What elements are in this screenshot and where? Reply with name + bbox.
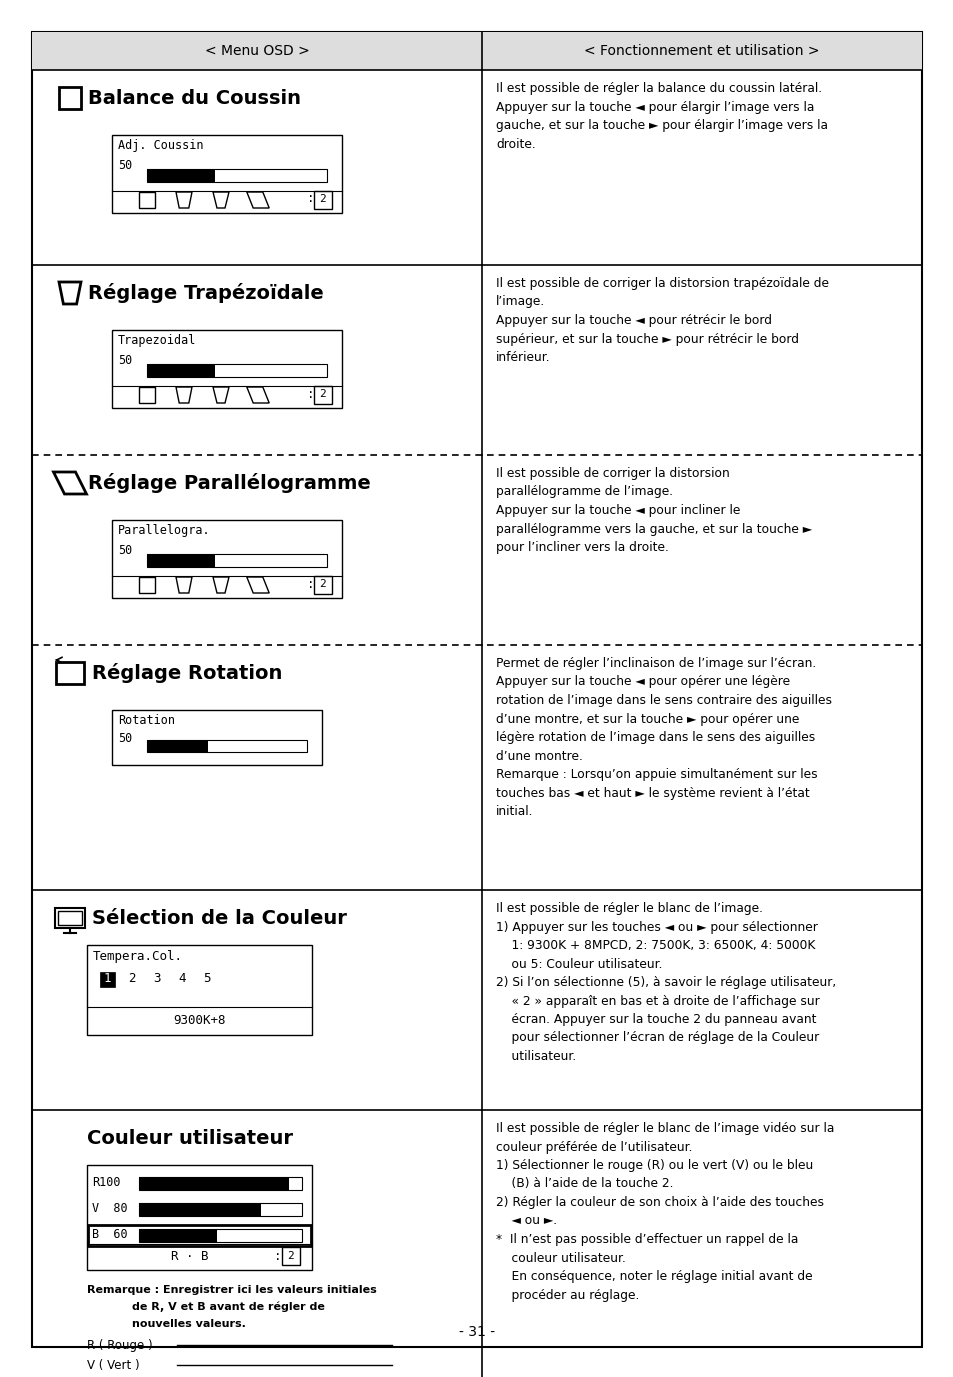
Text: Parallelogra.: Parallelogra. [118, 525, 211, 537]
Text: :: : [274, 1249, 281, 1263]
Text: Adj. Coussin: Adj. Coussin [118, 139, 203, 151]
Text: de R, V et B avant de régler de: de R, V et B avant de régler de [132, 1303, 325, 1312]
Text: V ( Vert ): V ( Vert ) [87, 1359, 139, 1371]
Text: R ( Rouge ): R ( Rouge ) [87, 1338, 152, 1351]
Bar [147, 169, 215, 182]
Text: Sélection de la Couleur: Sélection de la Couleur [91, 909, 347, 928]
Text: 2: 2 [128, 972, 135, 986]
Text: Remarque : Enregistrer ici les valeurs initiales: Remarque : Enregistrer ici les valeurs i… [87, 1285, 376, 1294]
Bar [100, 972, 115, 987]
Bar [139, 387, 154, 403]
Bar [147, 554, 215, 567]
Text: Il est possible de régler le blanc de l’image.
1) Appuyer sur les touches ◄ ou ►: Il est possible de régler le blanc de l’… [496, 902, 836, 1063]
Text: 2: 2 [319, 578, 326, 589]
Text: < Fonctionnement et utilisation >: < Fonctionnement et utilisation > [583, 44, 819, 58]
Text: < Menu OSD >: < Menu OSD > [204, 44, 309, 58]
Bar [139, 1228, 302, 1242]
Text: Réglage Parallélogramme: Réglage Parallélogramme [88, 474, 371, 493]
Text: 1: 1 [103, 972, 111, 986]
Text: Il est possible de corriger la distorsion trapézoïdale de
l’image.
Appuyer sur l: Il est possible de corriger la distorsio… [496, 277, 828, 364]
Text: Il est possible de régler le blanc de l’image vidéo sur la
couleur préférée de l: Il est possible de régler le blanc de l’… [496, 1122, 834, 1301]
Bar [112, 135, 341, 213]
Bar [55, 907, 85, 928]
Text: Réglage Rotation: Réglage Rotation [91, 662, 282, 683]
Bar [147, 554, 327, 567]
Text: Balance du Coussin: Balance du Coussin [88, 88, 301, 107]
Text: Trapezoidal: Trapezoidal [118, 335, 196, 347]
Bar [282, 1248, 299, 1265]
Bar [139, 1202, 302, 1216]
Text: R · B: R · B [171, 1250, 208, 1264]
Bar [147, 364, 215, 377]
Text: B  60: B 60 [91, 1228, 128, 1242]
Text: 2: 2 [287, 1250, 294, 1261]
Bar [56, 662, 84, 684]
Bar [112, 521, 341, 598]
Text: 50: 50 [118, 544, 132, 558]
Bar [147, 739, 307, 752]
Text: 3: 3 [153, 972, 161, 986]
Text: 2: 2 [319, 388, 326, 399]
Text: 50: 50 [118, 733, 132, 745]
Text: 5: 5 [203, 972, 211, 986]
Bar [314, 386, 332, 403]
Bar [139, 1228, 217, 1242]
Bar [139, 1176, 289, 1190]
Bar [59, 87, 81, 109]
Bar [139, 191, 154, 208]
Text: V  80: V 80 [91, 1202, 128, 1216]
Bar [147, 364, 327, 377]
Bar [314, 576, 332, 593]
Bar [32, 32, 921, 70]
Text: - 31 -: - 31 - [458, 1325, 495, 1338]
Bar [112, 711, 322, 766]
Text: :: : [307, 387, 314, 401]
Bar [88, 1224, 311, 1246]
Text: Il est possible de régler la balance du coussin latéral.
Appuyer sur la touche ◄: Il est possible de régler la balance du … [496, 83, 827, 150]
Text: Il est possible de corriger la distorsion
parallélogramme de l’image.
Appuyer su: Il est possible de corriger la distorsio… [496, 467, 811, 554]
Text: 2: 2 [319, 194, 326, 204]
Text: nouvelles valeurs.: nouvelles valeurs. [132, 1319, 246, 1329]
Text: 50: 50 [118, 158, 132, 172]
Text: Tempera.Col.: Tempera.Col. [92, 950, 183, 963]
Text: :: : [307, 193, 314, 205]
Bar [139, 1202, 261, 1216]
Bar [139, 577, 154, 593]
Bar [112, 330, 341, 408]
Bar [147, 739, 208, 752]
Text: Rotation: Rotation [118, 715, 174, 727]
Text: 50: 50 [118, 354, 132, 368]
Bar [58, 912, 82, 925]
Bar [87, 1165, 312, 1270]
Text: 9300K+8: 9300K+8 [173, 1015, 226, 1027]
Text: R100: R100 [91, 1176, 120, 1190]
Bar [314, 191, 332, 209]
Bar [87, 945, 312, 1036]
Text: 4: 4 [178, 972, 186, 986]
Text: Permet de régler l’inclinaison de l’image sur l’écran.
Appuyer sur la touche ◄ p: Permet de régler l’inclinaison de l’imag… [496, 657, 831, 818]
Bar [139, 1176, 302, 1190]
Bar [147, 169, 327, 182]
Text: Réglage Trapézoïdale: Réglage Trapézoïdale [88, 284, 323, 303]
Text: :: : [307, 577, 314, 591]
Text: Couleur utilisateur: Couleur utilisateur [87, 1129, 293, 1147]
